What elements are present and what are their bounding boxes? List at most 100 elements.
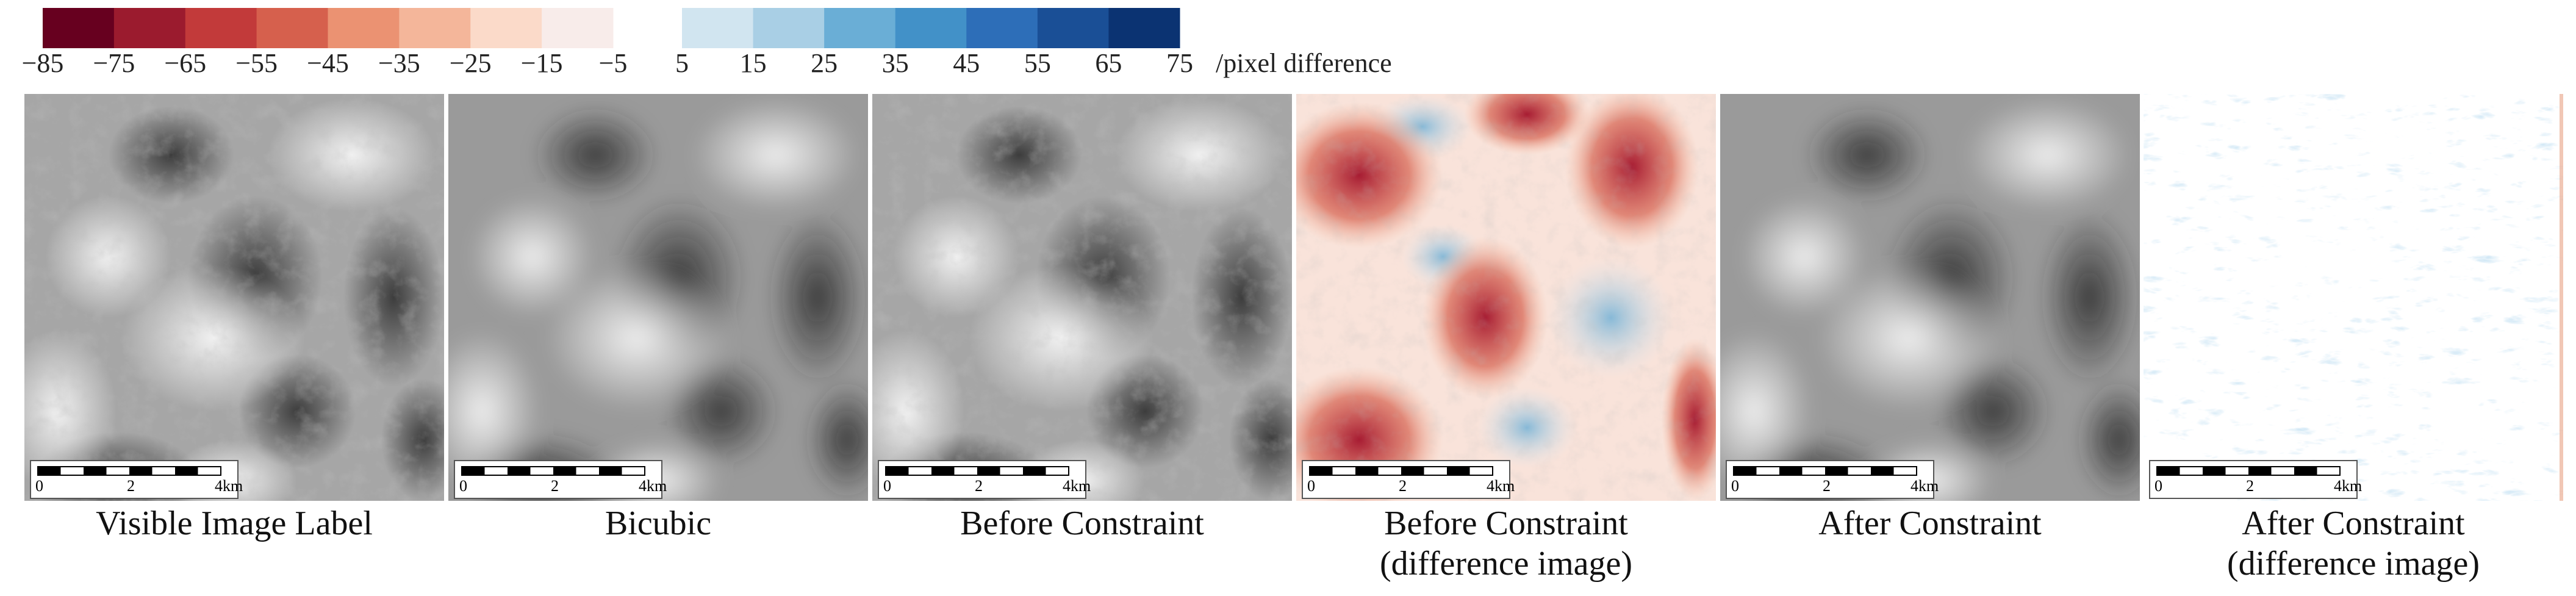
scale-bar-label: 2 bbox=[551, 477, 559, 495]
image-texture bbox=[2144, 94, 2563, 501]
colorbar-negative: −85 −75 −65 −55 −45 −35 −25 −15 −5 bbox=[22, 8, 628, 78]
colorbar-unit: /pixel difference bbox=[1216, 48, 1392, 78]
colorbar-segment bbox=[753, 8, 825, 48]
colorbar-tick-label: −75 bbox=[93, 48, 135, 78]
scale-bar-label: 4km bbox=[1910, 477, 1939, 495]
colorbar-segment bbox=[470, 8, 542, 48]
colorbar-tick-label: 45 bbox=[953, 48, 980, 78]
colorbar-segment bbox=[43, 8, 115, 48]
image-texture bbox=[24, 94, 444, 501]
colorbar-tick-label: 65 bbox=[1095, 48, 1122, 78]
colorbar-tick-label: −85 bbox=[22, 48, 64, 78]
scale-bar: 0 2 4km bbox=[2149, 460, 2362, 499]
colorbar-segment bbox=[682, 8, 754, 48]
image-feature bbox=[469, 195, 595, 318]
colorbar-segment bbox=[895, 8, 967, 48]
colorbar-segment bbox=[256, 8, 328, 48]
panel-image bbox=[872, 94, 1292, 501]
image-edge bbox=[2560, 94, 2563, 501]
image-texture bbox=[872, 94, 1292, 501]
scale-bar-segment bbox=[1310, 467, 1333, 475]
image-feature bbox=[2039, 207, 2140, 387]
image-feature bbox=[1720, 329, 1813, 493]
scale-bar-segment bbox=[1825, 467, 1848, 475]
scale-bar-label: 4km bbox=[639, 477, 667, 495]
panel-caption: Before Constraint bbox=[960, 504, 1204, 542]
colorbar-tick-label: 5 bbox=[675, 48, 689, 78]
scale-bar-label: 0 bbox=[1307, 477, 1315, 495]
image-feature bbox=[545, 265, 730, 412]
image-feature bbox=[1964, 98, 2132, 212]
panel-caption: (difference image) bbox=[1380, 545, 1632, 583]
panel-image bbox=[24, 94, 444, 501]
scale-bar-segment bbox=[1871, 467, 1894, 475]
scale-bar-segment bbox=[462, 467, 485, 475]
colorbar-tick-label: −65 bbox=[164, 48, 206, 78]
scale-bar-label: 2 bbox=[975, 477, 983, 495]
image-feature bbox=[2076, 378, 2140, 501]
image-feature bbox=[692, 98, 860, 212]
colorbar-tick-label: −5 bbox=[599, 48, 628, 78]
scale-bar-label: 2 bbox=[127, 477, 135, 495]
scale-bar-label: 2 bbox=[1823, 477, 1831, 495]
colorbar-tick-label: 15 bbox=[740, 48, 767, 78]
scale-bar-label: 4km bbox=[1487, 477, 1515, 495]
colorbar-segment bbox=[824, 8, 896, 48]
scale-bar-segment bbox=[1734, 467, 1757, 475]
scale-bar-segment bbox=[129, 467, 152, 475]
scale-bar-label: 0 bbox=[2154, 477, 2162, 495]
scale-bar-segment bbox=[1023, 467, 1046, 475]
scale-bar-segment bbox=[1447, 467, 1470, 475]
scale-bar-label: 4km bbox=[215, 477, 243, 495]
panel-caption: (difference image) bbox=[2227, 545, 2480, 583]
colorbar-tick-label: −35 bbox=[378, 48, 420, 78]
colorbar-segment bbox=[328, 8, 400, 48]
scale-bar-segment bbox=[599, 467, 622, 475]
image-feature bbox=[448, 329, 541, 493]
image-feature bbox=[1741, 195, 1867, 318]
colorbar-tick-label: 55 bbox=[1024, 48, 1051, 78]
image-feature bbox=[805, 378, 868, 501]
image-feature bbox=[1817, 265, 2001, 412]
scale-bar-segment bbox=[886, 467, 909, 475]
colorbar-segment bbox=[542, 8, 614, 48]
scale-bar-label: 2 bbox=[1399, 477, 1407, 495]
scale-bar-label: 0 bbox=[883, 477, 891, 495]
scale-bar-label: 0 bbox=[1731, 477, 1739, 495]
scale-bar-segment bbox=[2248, 467, 2272, 475]
scale-bar-segment bbox=[1401, 467, 1424, 475]
image-shading bbox=[1720, 98, 2140, 501]
image-feature bbox=[532, 106, 658, 204]
image-feature bbox=[1804, 106, 1930, 204]
colorbar-tick-label: −15 bbox=[521, 48, 563, 78]
colorbar-tick-label: −45 bbox=[307, 48, 349, 78]
scale-bar-segment bbox=[2294, 467, 2317, 475]
scale-bar-segment bbox=[1355, 467, 1379, 475]
colorbar-tick-label: 25 bbox=[811, 48, 838, 78]
scale-bar-label: 4km bbox=[1063, 477, 1091, 495]
panel-caption: After Constraint bbox=[1818, 504, 2042, 542]
panel-caption: Bicubic bbox=[605, 504, 711, 542]
panel-caption: Before Constraint bbox=[1384, 504, 1628, 542]
colorbar-tick-label: 35 bbox=[882, 48, 909, 78]
colorbar-segment bbox=[1108, 8, 1180, 48]
colorbar-tick-label: 75 bbox=[1166, 48, 1193, 78]
scale-bar-segment bbox=[1779, 467, 1803, 475]
scale-bar: 0 2 4km bbox=[1302, 460, 1515, 499]
colorbar-segment bbox=[185, 8, 257, 48]
scale-bar-segment bbox=[977, 467, 1000, 475]
scale-bar-label: 0 bbox=[459, 477, 467, 495]
colorbar-tick-label: −25 bbox=[450, 48, 492, 78]
colorbar-segment bbox=[113, 8, 186, 48]
scale-bar-segment bbox=[2157, 467, 2180, 475]
scale-bar-segment bbox=[553, 467, 576, 475]
scale-bar-segment bbox=[2203, 467, 2226, 475]
panel-caption: Visible Image Label bbox=[96, 504, 373, 542]
colorbar-positive: 5 15 25 35 45 55 65 75 bbox=[675, 8, 1193, 78]
scale-bar: 0 2 4km bbox=[1726, 460, 1939, 499]
colorbar-tick-label: −55 bbox=[235, 48, 278, 78]
scale-bar-label: 4km bbox=[2334, 477, 2362, 495]
image-texture bbox=[1296, 94, 1716, 501]
